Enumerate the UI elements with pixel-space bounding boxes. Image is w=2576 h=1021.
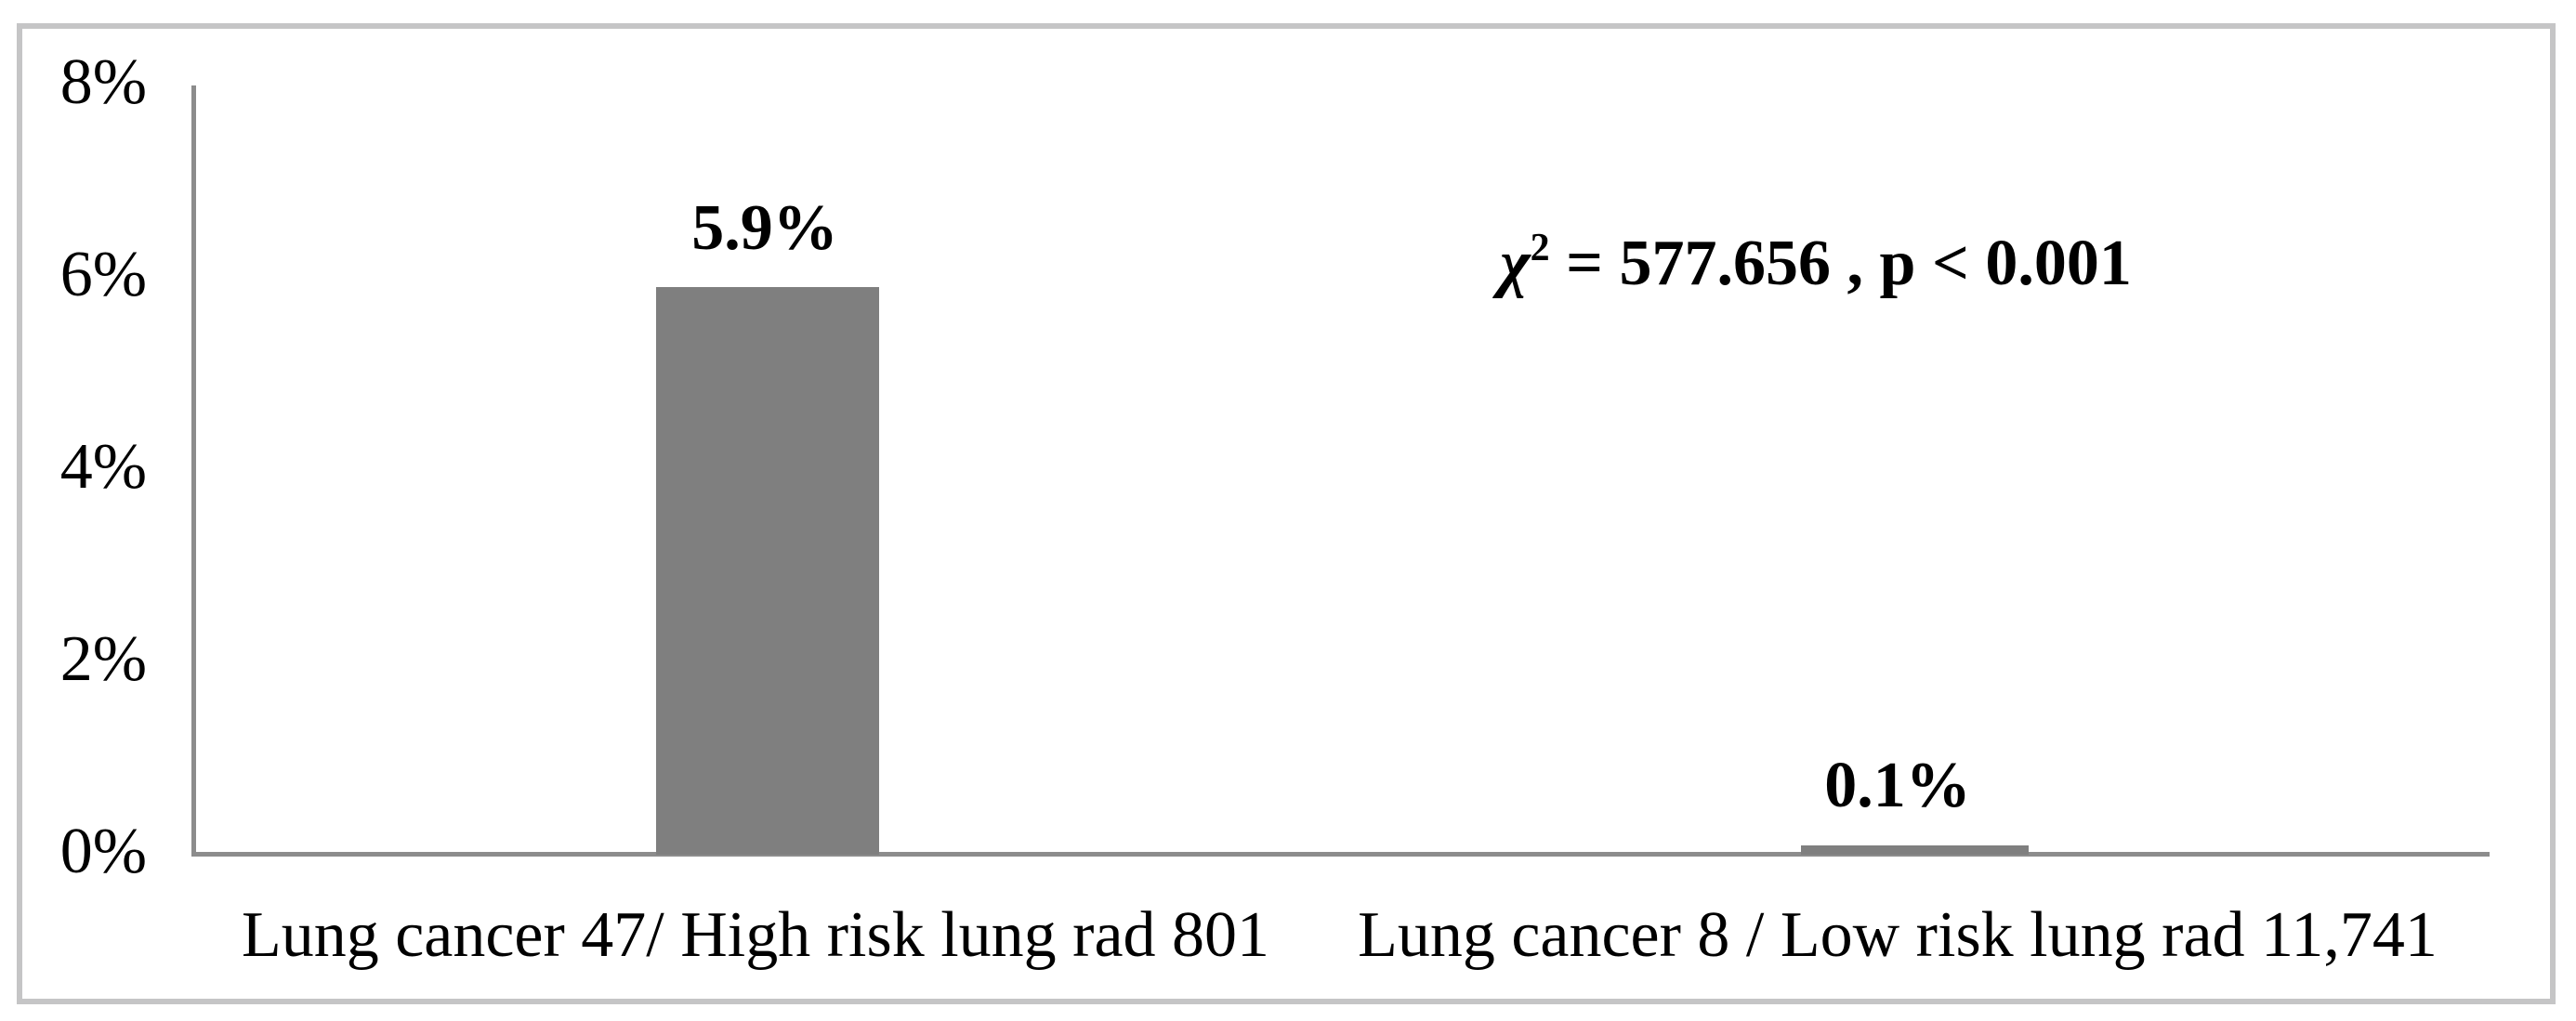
chi-exponent: 2 xyxy=(1530,226,1550,269)
data-label-high-risk: 5.9% xyxy=(691,192,838,264)
chi-square-annotation: χ2 = 577.656 , p < 0.001 xyxy=(1500,228,2132,299)
annotation-text: = 577.656 , p < 0.001 xyxy=(1549,228,2132,299)
y-tick-0pct: 0% xyxy=(59,816,147,888)
y-axis-line xyxy=(191,85,196,855)
bar-high-risk xyxy=(656,287,879,855)
chi-symbol: χ xyxy=(1500,228,1531,299)
x-category-high-risk: Lung cancer 47/ High risk lung rad 801 xyxy=(241,899,1270,971)
x-category-low-risk: Lung cancer 8 / Low risk lung rad 11,741 xyxy=(1358,899,2438,971)
bar-low-risk xyxy=(1801,845,2029,855)
y-tick-2pct: 2% xyxy=(59,623,147,696)
x-axis-line xyxy=(191,852,2490,857)
y-tick-6pct: 6% xyxy=(59,239,147,311)
y-tick-4pct: 4% xyxy=(59,431,147,504)
data-label-low-risk: 0.1% xyxy=(1824,750,1971,821)
y-tick-8pct: 8% xyxy=(59,46,147,119)
figure-border xyxy=(17,23,2556,1004)
